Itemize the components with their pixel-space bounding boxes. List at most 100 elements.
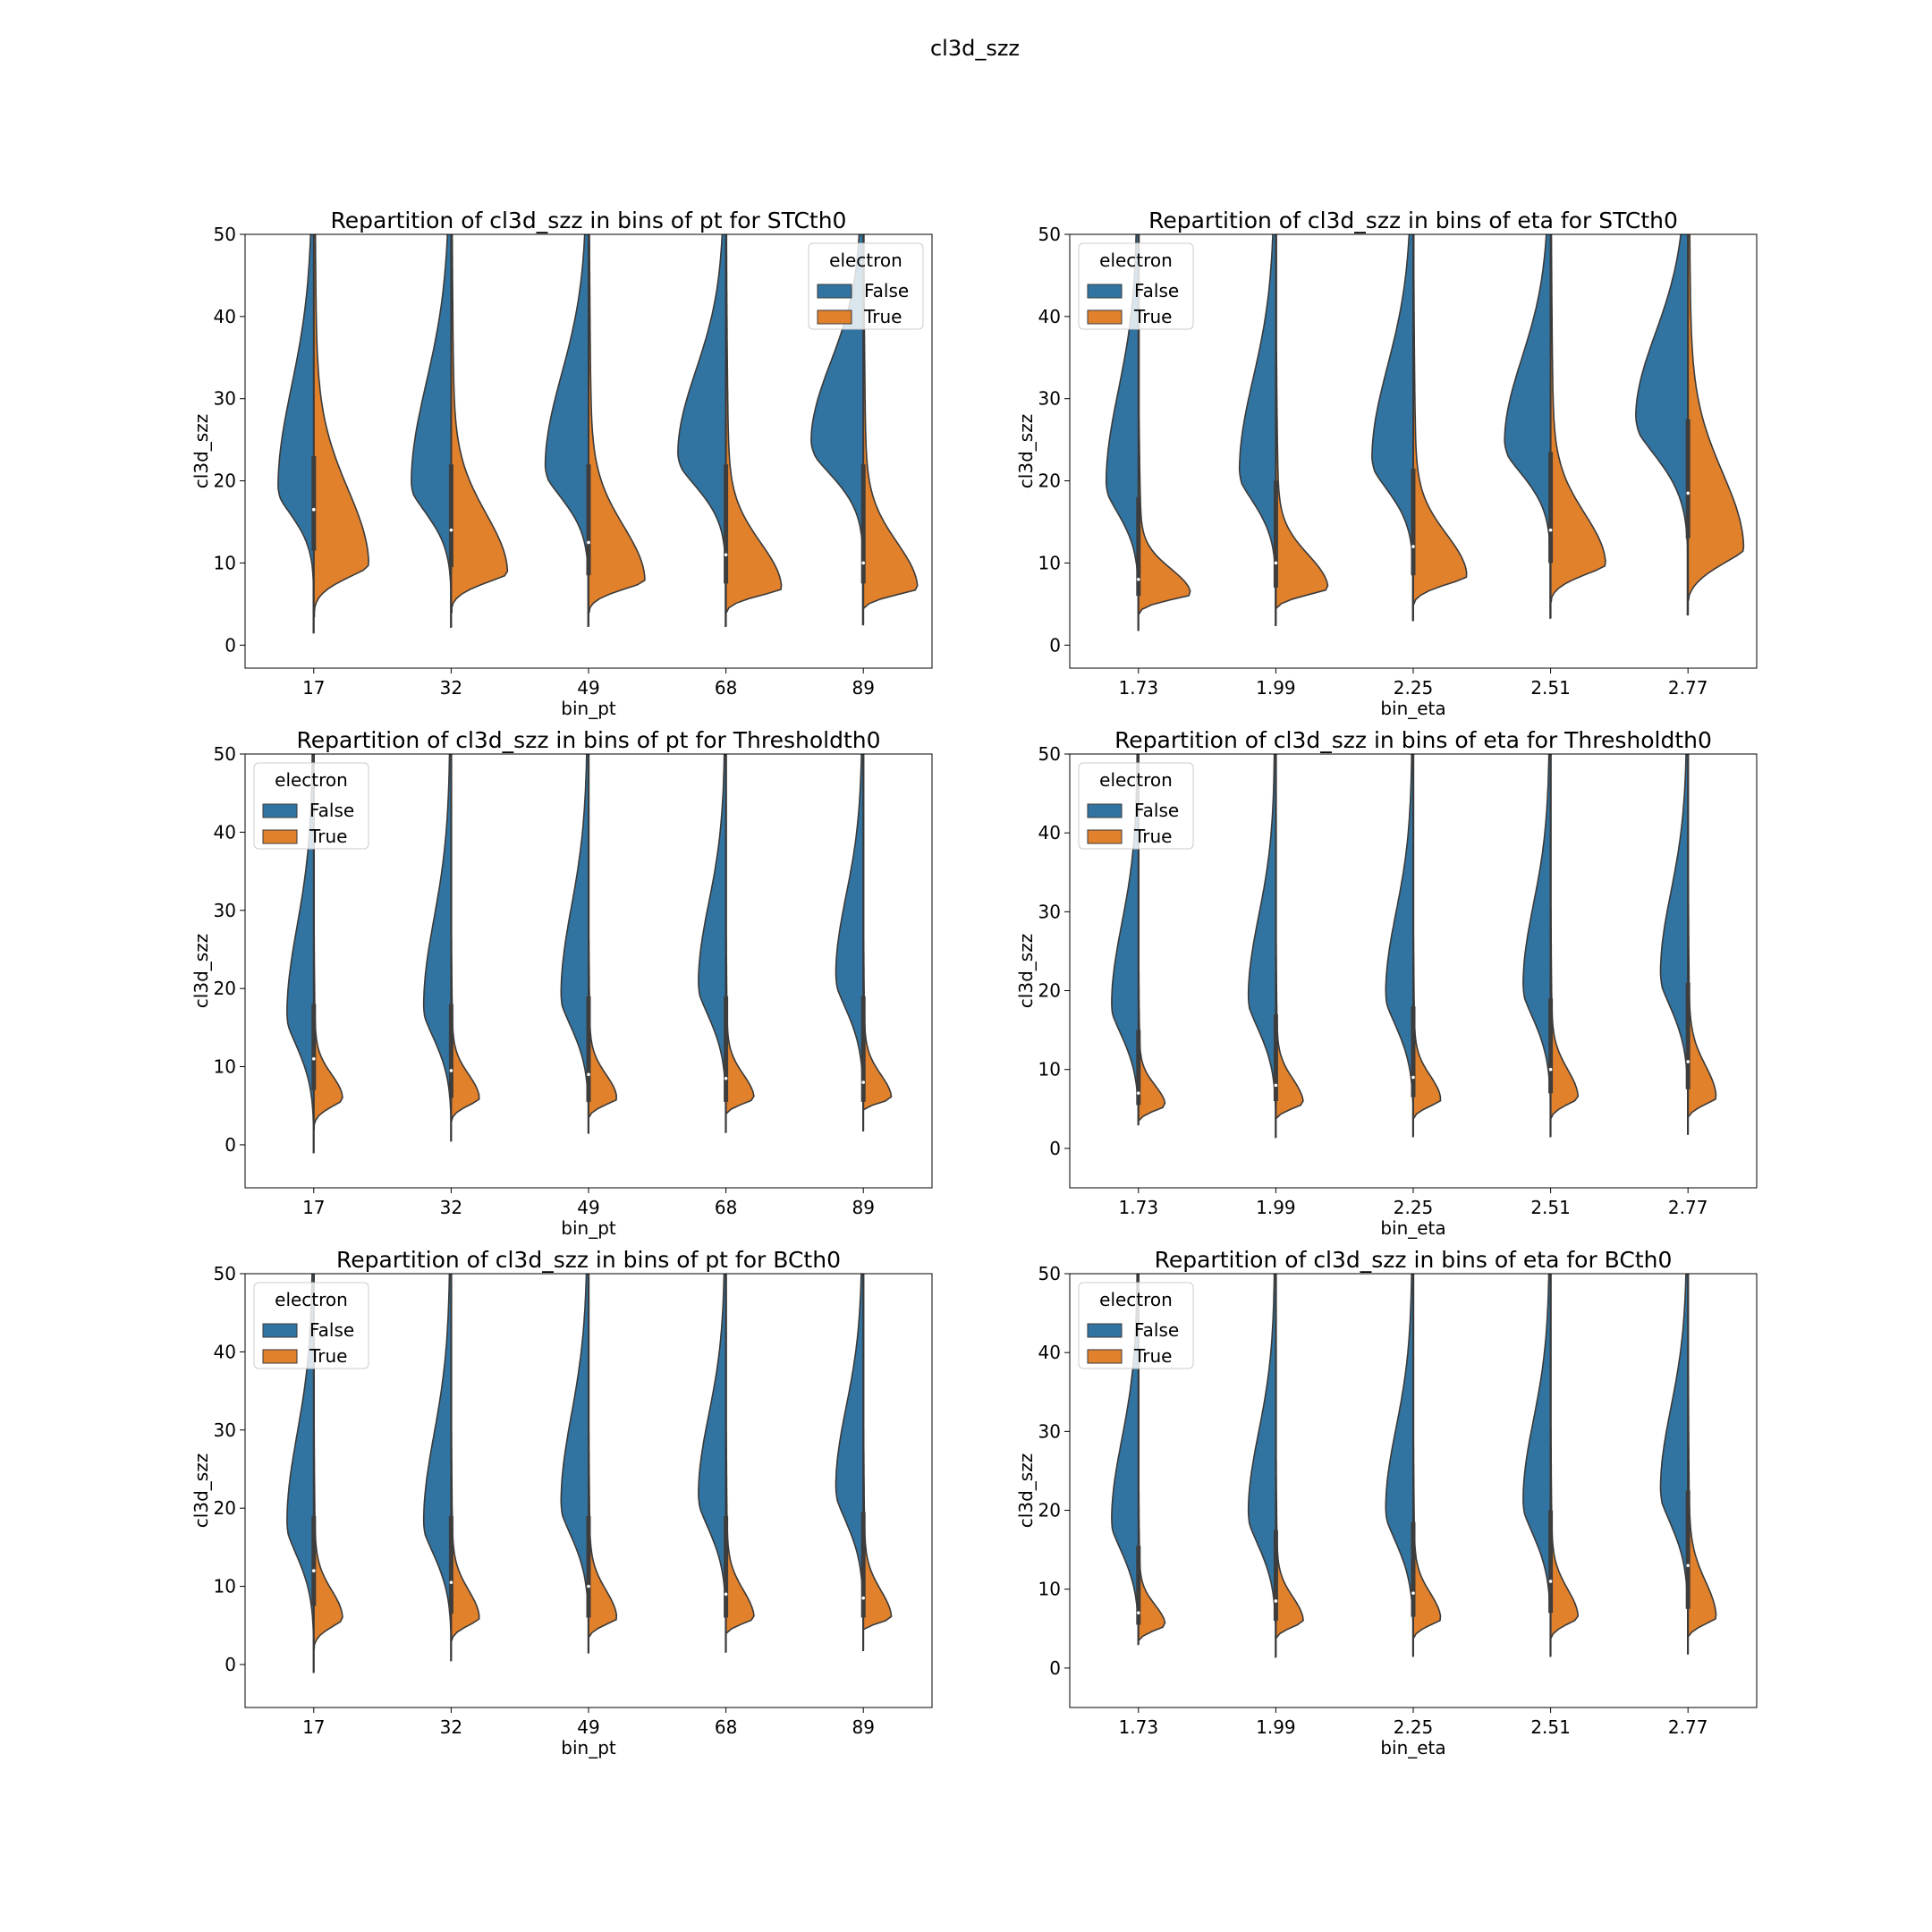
x-tick-label: 2.77 (1668, 1197, 1708, 1218)
x-tick-label: 32 (440, 677, 462, 699)
legend-box (1078, 1282, 1194, 1369)
y-axis-label: cl3d_szz (1015, 1453, 1037, 1528)
median-dot (1137, 577, 1140, 581)
y-tick-label: 0 (225, 634, 236, 656)
quartile-box (724, 1515, 729, 1618)
legend-swatch-false (1087, 284, 1123, 299)
y-tick-label: 30 (214, 1419, 236, 1441)
y-tick-label: 0 (225, 1654, 236, 1675)
violin-true-4 (1549, 1274, 1580, 1640)
violin-true-5 (862, 1274, 893, 1631)
legend-label-true: True (863, 306, 902, 327)
violin-false-2 (422, 754, 453, 1142)
y-tick-label: 40 (1038, 306, 1061, 327)
x-axis-label: bin_pt (561, 1737, 616, 1758)
violin-true-3 (1412, 234, 1468, 606)
x-axis-label: bin_eta (1380, 698, 1445, 719)
violin-true-2 (450, 234, 509, 614)
violin-data (286, 1274, 893, 1674)
panel-title: Repartition of cl3d_szz in bins of pt fo… (331, 208, 847, 233)
quartile-box (448, 464, 453, 568)
violin-true-4 (1549, 754, 1580, 1120)
violin-true-4 (1549, 234, 1606, 603)
median-dot (1686, 1060, 1690, 1063)
quartile-box (586, 996, 591, 1102)
x-tick-label: 1.73 (1119, 677, 1159, 699)
violin-false-3 (1385, 754, 1414, 1138)
quartile-box (1136, 1546, 1141, 1625)
y-tick-label: 50 (1038, 743, 1061, 765)
y-tick-label: 40 (214, 1341, 236, 1362)
y-tick-label: 20 (1038, 1500, 1061, 1521)
x-tick-label: 17 (302, 677, 325, 699)
y-tick-label: 30 (1038, 1420, 1061, 1442)
quartile-box (1411, 1006, 1416, 1097)
legend-title: electron (1099, 769, 1173, 791)
median-dot (1274, 1083, 1278, 1088)
x-axis-label: bin_eta (1380, 1737, 1445, 1758)
quartile-box (1548, 1510, 1554, 1614)
violin-false-4 (677, 234, 727, 628)
quartile-box (1548, 998, 1554, 1094)
violin-false-2 (1247, 1274, 1277, 1658)
x-tick-label: 2.25 (1394, 1197, 1434, 1218)
legend-title: electron (829, 250, 902, 271)
quartile-box (311, 456, 317, 551)
median-dot (312, 1057, 316, 1061)
x-tick-label: 2.51 (1530, 677, 1571, 699)
y-tick-label: 40 (1038, 1342, 1061, 1363)
median-dot (1137, 1611, 1140, 1614)
median-dot (587, 1584, 590, 1589)
quartile-box (1548, 452, 1554, 564)
violin-false-3 (1371, 234, 1414, 622)
median-dot (1274, 1599, 1278, 1603)
legend: electron False True (253, 1282, 369, 1369)
violin-true-4 (724, 1274, 755, 1634)
violin-panel-2: Repartition of cl3d_szz in bins of eta f… (1015, 208, 1758, 719)
violin-data (277, 234, 919, 634)
median-dot (449, 528, 453, 532)
violin-false-3 (560, 754, 589, 1134)
legend-swatch-true (817, 309, 852, 325)
median-dot (724, 1592, 728, 1597)
median-dot (587, 540, 590, 545)
violin-false-2 (411, 234, 453, 628)
violin-data (286, 754, 893, 1154)
y-axis-label: cl3d_szz (1015, 414, 1037, 488)
y-tick-label: 0 (1049, 1657, 1061, 1679)
y-tick-label: 30 (214, 900, 236, 921)
legend-label-true: True (1133, 306, 1172, 327)
x-tick-label: 2.77 (1668, 1716, 1708, 1738)
quartile-box (586, 1515, 591, 1618)
legend-label-true: True (1133, 826, 1172, 847)
x-tick-label: 2.25 (1394, 677, 1434, 699)
median-dot (1686, 491, 1690, 496)
legend-swatch-true (1087, 309, 1123, 325)
violin-panel-6: Repartition of cl3d_szz in bins of eta f… (1015, 1247, 1758, 1758)
violin-true-2 (1275, 754, 1304, 1120)
x-tick-label: 2.25 (1394, 1716, 1434, 1738)
legend-title: electron (1099, 1289, 1173, 1310)
panel-title: Repartition of cl3d_szz in bins of eta f… (1155, 1247, 1673, 1273)
quartile-box (448, 1004, 453, 1098)
violin-false-4 (1522, 1274, 1552, 1657)
panel-title: Repartition of cl3d_szz in bins of pt fo… (296, 727, 880, 753)
violin-true-3 (588, 1274, 618, 1639)
legend-label-true: True (309, 1345, 347, 1367)
legend-title: electron (275, 1289, 348, 1310)
legend: electron False True (808, 242, 924, 330)
violin-false-3 (560, 1274, 589, 1654)
y-tick-label: 10 (1038, 1579, 1061, 1600)
y-tick-label: 10 (214, 1056, 236, 1078)
median-dot (1137, 1091, 1140, 1095)
violin-false-2 (1238, 234, 1277, 627)
median-dot (861, 561, 865, 565)
legend-swatch-true (262, 829, 298, 844)
y-tick-label: 40 (214, 821, 236, 843)
legend-label-false: False (309, 1319, 354, 1341)
y-axis-label: cl3d_szz (191, 414, 212, 488)
x-tick-label: 49 (577, 1197, 599, 1218)
median-dot (1411, 1075, 1415, 1080)
y-tick-label: 30 (1038, 901, 1061, 922)
violin-false-2 (422, 1274, 453, 1662)
